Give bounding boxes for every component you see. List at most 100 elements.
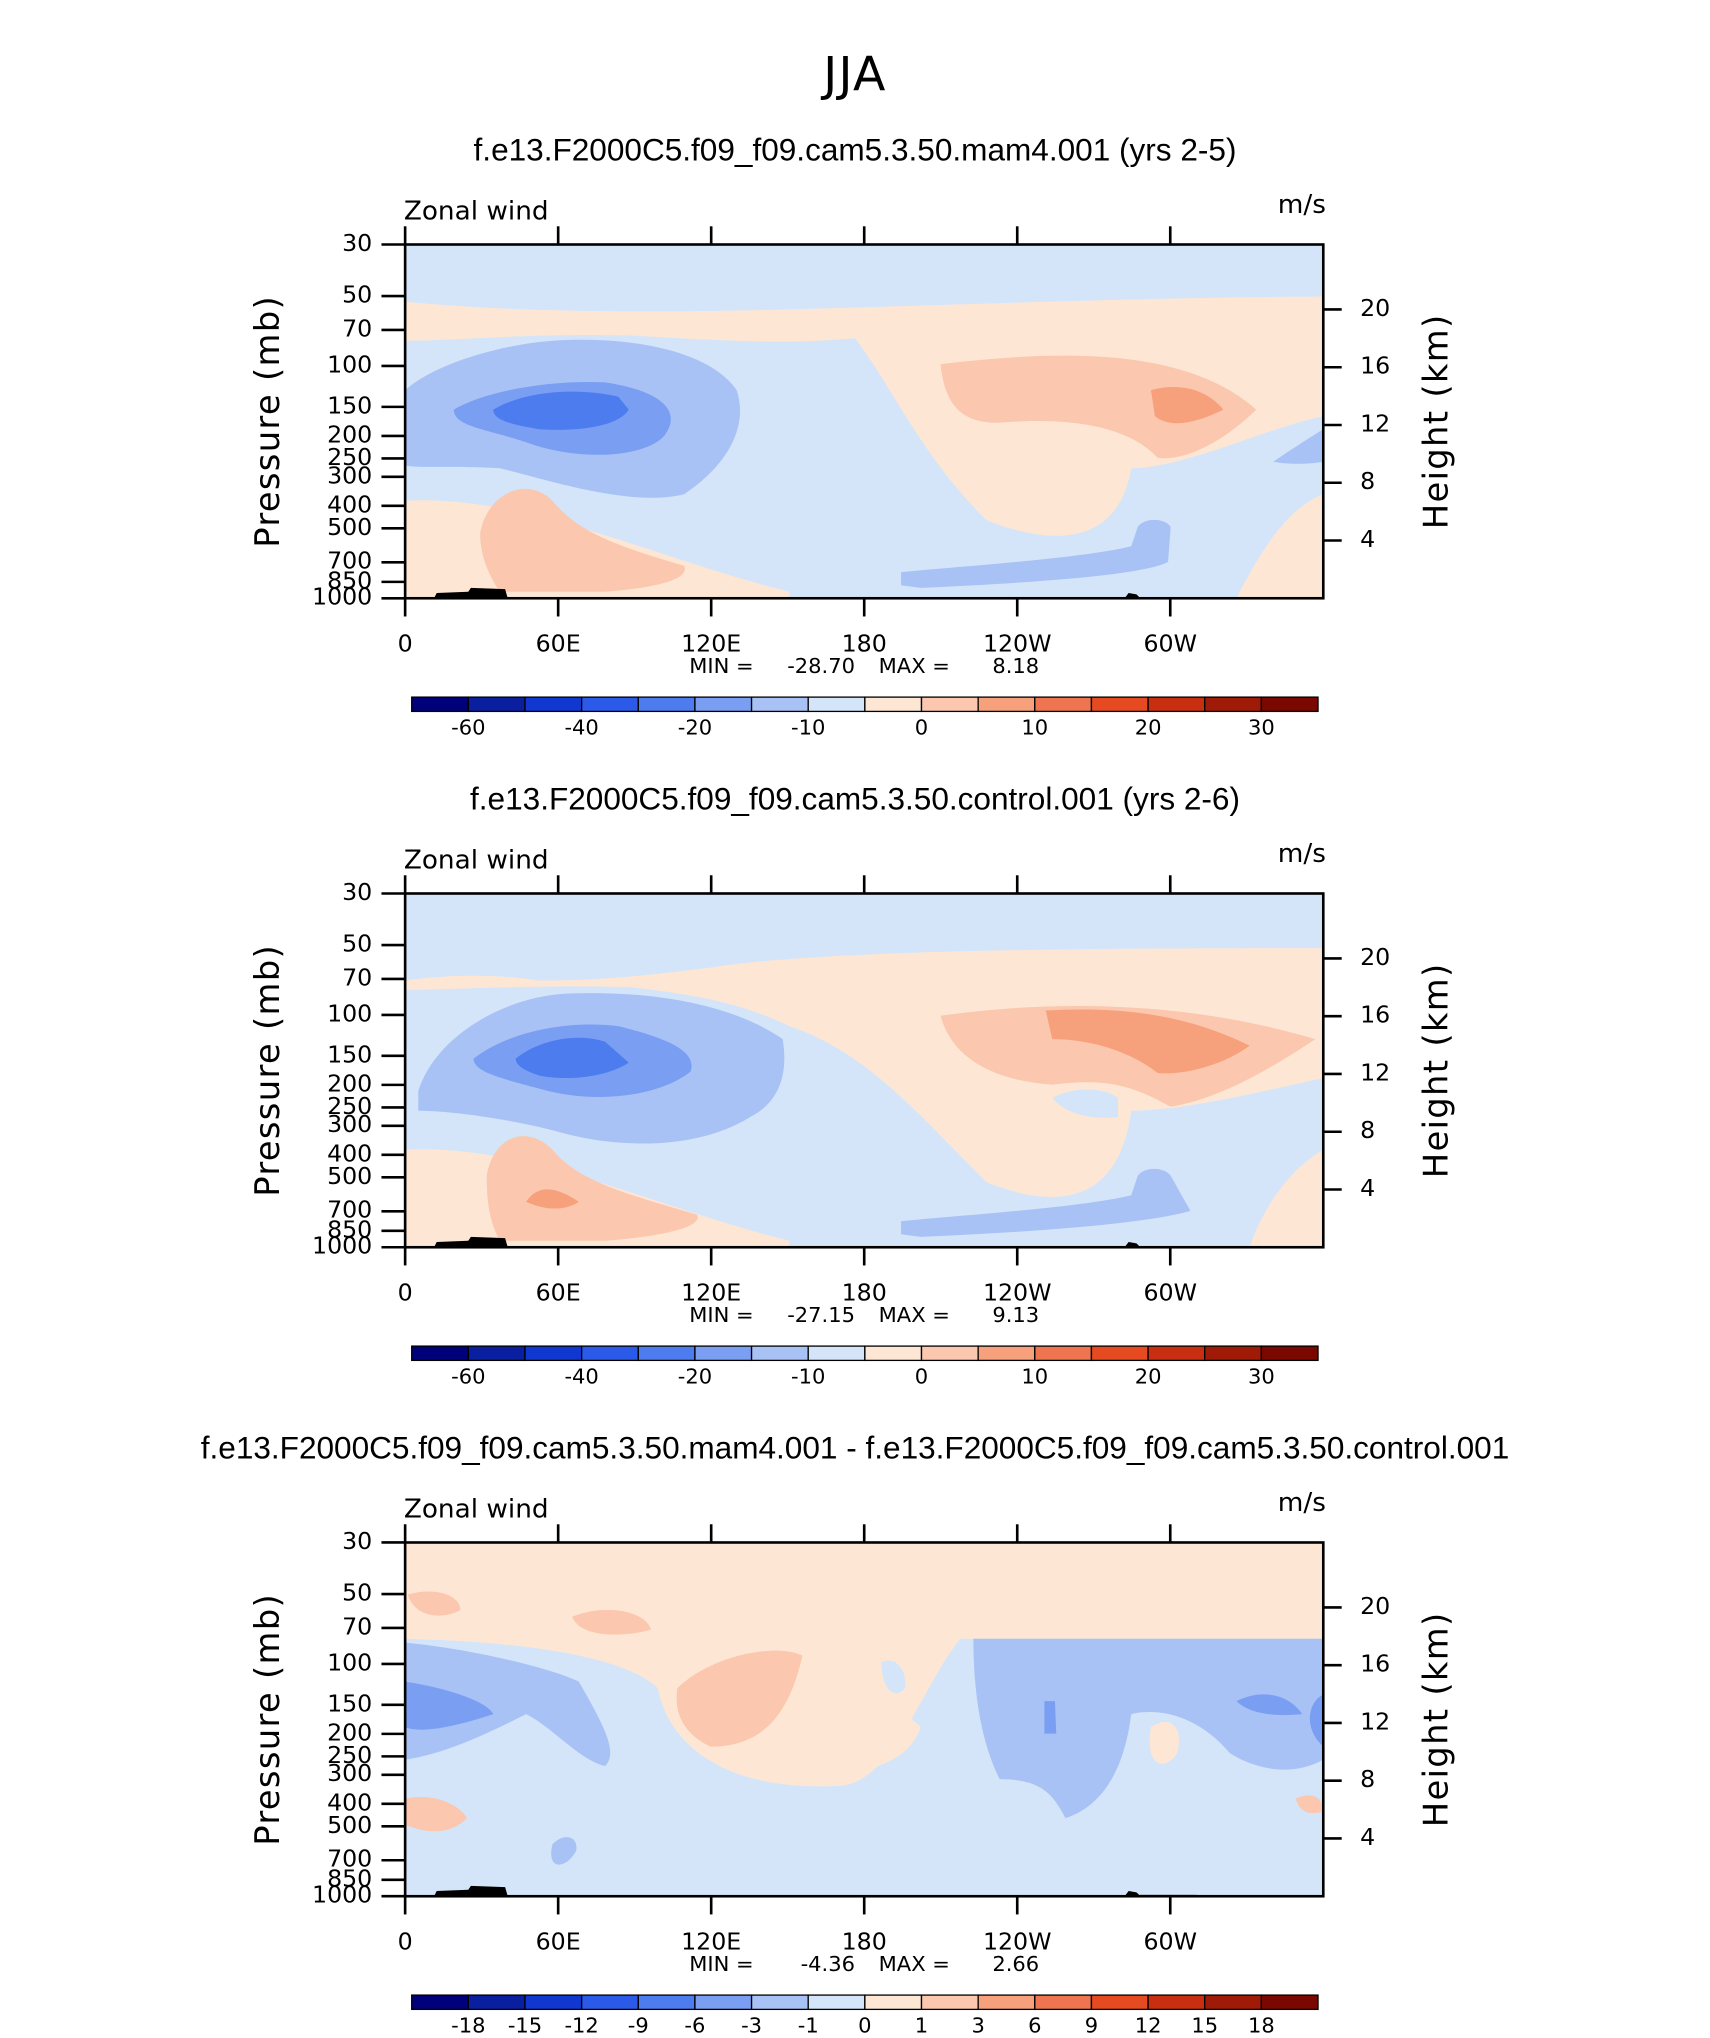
y-tick-label: 150 <box>327 1689 372 1717</box>
y2-tick-label: 12 <box>1360 1708 1390 1736</box>
contour-region <box>1044 1701 1057 1734</box>
colorbar-label: 15 <box>1191 2013 1218 2037</box>
y-tick-label: 700 <box>327 1196 372 1224</box>
colorbar-box <box>864 1345 923 1362</box>
min-text: MIN = <box>689 1303 753 1327</box>
panel: f.e13.F2000C5.f09_f09.cam5.3.50.mam4.001… <box>201 1431 1510 2038</box>
min-value: -4.36 <box>801 1952 855 1976</box>
colorbar-box <box>1147 1345 1206 1362</box>
y-tick-label: 400 <box>327 490 372 518</box>
colorbar-label: -1 <box>798 2013 819 2037</box>
field <box>405 244 1324 599</box>
colorbar-box <box>1090 1345 1149 1362</box>
y2-tick-label: 4 <box>1360 525 1375 553</box>
colorbar-label: -60 <box>451 1364 485 1388</box>
panel: f.e13.F2000C5.f09_f09.cam5.3.50.control.… <box>248 782 1456 1389</box>
contour-region <box>940 355 1257 459</box>
x-tick-label: 180 <box>842 1928 887 1956</box>
x-tick-label: 120W <box>983 1928 1052 1956</box>
y-tick-label: 30 <box>342 1527 372 1555</box>
colorbar-label: -20 <box>678 1364 712 1388</box>
units-label: m/s <box>1278 839 1326 869</box>
colorbar-box <box>750 1994 809 2011</box>
contour-region <box>572 1609 652 1635</box>
colorbar-label: 0 <box>915 1364 928 1388</box>
y-tick-label: 100 <box>327 1000 372 1028</box>
colorbar-box <box>977 696 1036 713</box>
contour-region <box>940 1005 1316 1107</box>
colorbar-label: 20 <box>1135 1364 1162 1388</box>
colorbar-label: -3 <box>741 2013 762 2037</box>
y-tick-label: 200 <box>327 420 372 448</box>
contour-region <box>1236 1694 1303 1716</box>
contour-region <box>1045 1009 1250 1074</box>
colorbar-box <box>694 1345 753 1362</box>
colorbar-label: -40 <box>564 1364 598 1388</box>
y-tick-label: 100 <box>327 351 372 379</box>
y-tick-label: 850 <box>327 566 372 594</box>
x-tick-label: 0 <box>398 1928 413 1956</box>
colorbar-label: -18 <box>451 2013 485 2037</box>
y-tick-label: 70 <box>342 1613 372 1641</box>
colorbar-box <box>807 1994 866 2011</box>
y2-tick-label: 16 <box>1360 352 1390 380</box>
colorbar-box <box>1260 696 1319 713</box>
x-tick-label: 120E <box>681 630 741 658</box>
max-value: 2.66 <box>992 1952 1039 1976</box>
y-tick-label: 30 <box>342 229 372 257</box>
contour-region <box>901 1168 1191 1237</box>
colorbar-label: 18 <box>1248 2013 1275 2037</box>
colorbar-label: -40 <box>564 715 598 739</box>
min-value: -27.15 <box>787 1303 855 1327</box>
y-tick-label: 300 <box>327 1759 372 1787</box>
y-tick-label: 50 <box>342 281 372 309</box>
min-value: -28.70 <box>787 654 855 678</box>
max-text: MAX = <box>879 1952 950 1976</box>
field-label: Zonal wind <box>404 1495 549 1525</box>
colorbar-label: -12 <box>564 2013 598 2037</box>
contour-region <box>881 1660 906 1694</box>
y-tick-label: 70 <box>342 315 372 343</box>
y-tick-label: 500 <box>327 1162 372 1190</box>
y2-tick-label: 20 <box>1360 1592 1390 1620</box>
colorbar-label: 30 <box>1248 1364 1275 1388</box>
colorbar-label: 30 <box>1248 715 1275 739</box>
y2-tick-label: 4 <box>1360 1174 1375 1202</box>
y-tick-label: 1000 <box>312 1232 372 1260</box>
colorbar-box <box>524 1994 583 2011</box>
y2-axis-label: Height (km) <box>1416 963 1456 1179</box>
colorbar-box <box>524 696 583 713</box>
contour-region <box>515 1037 629 1079</box>
y2-axis-label: Height (km) <box>1416 1612 1456 1828</box>
colorbar-box <box>750 696 809 713</box>
x-tick-label: 60W <box>1143 630 1197 658</box>
y2-tick-label: 12 <box>1360 410 1390 438</box>
y-axis-label: Pressure (mb) <box>248 295 288 548</box>
x-tick-label: 120E <box>681 1928 741 1956</box>
colorbar-box <box>1204 1994 1263 2011</box>
colorbar-box <box>1034 1345 1093 1362</box>
colorbar-box <box>920 1345 979 1362</box>
colorbar-box <box>411 1994 470 2011</box>
colorbar-box <box>1147 1994 1206 2011</box>
field <box>405 1542 1324 1897</box>
colorbar-label: -6 <box>684 2013 705 2037</box>
colorbar-box <box>694 696 753 713</box>
y2-tick-label: 20 <box>1360 294 1390 322</box>
panel-title: f.e13.F2000C5.f09_f09.cam5.3.50.mam4.001… <box>201 1431 1510 1466</box>
y2-tick-label: 8 <box>1360 1765 1375 1793</box>
units-label: m/s <box>1278 1488 1326 1518</box>
contour-region <box>1236 494 1324 599</box>
colorbar-box <box>1260 1994 1319 2011</box>
contour-region <box>551 1837 577 1865</box>
field <box>405 893 1324 1248</box>
y-tick-label: 500 <box>327 513 372 541</box>
colorbar-box <box>411 1345 470 1362</box>
contour-region <box>526 1189 579 1209</box>
colorbar-box <box>637 1994 696 2011</box>
colorbar-box <box>864 696 923 713</box>
x-tick-label: 0 <box>398 630 413 658</box>
colorbar-label: 10 <box>1021 1364 1048 1388</box>
